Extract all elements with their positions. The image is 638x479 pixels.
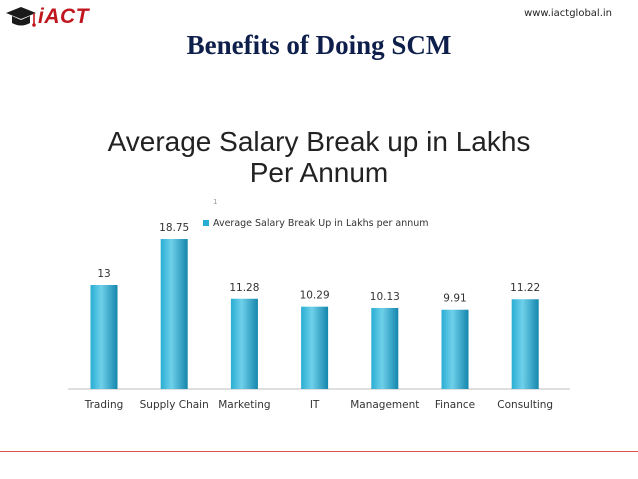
salary-bar-chart: 1 Average Salary Break Up in Lakhs per an… — [68, 198, 570, 411]
bar-value-label: 10.29 — [300, 290, 330, 302]
bar-value-label: 9.91 — [443, 293, 466, 305]
bar — [511, 299, 539, 389]
bar-value-label: 10.13 — [370, 291, 400, 303]
x-tick-label: Management — [350, 399, 419, 411]
slide-subtitle: Average Salary Break up in Lakhs Per Ann… — [0, 126, 638, 188]
subtitle-line-1: Average Salary Break up in Lakhs — [107, 126, 531, 157]
stray-label: 1 — [213, 198, 217, 206]
iact-logo: iACT — [0, 2, 100, 32]
bar — [371, 307, 399, 389]
x-tick-label: Marketing — [218, 399, 270, 411]
x-tick-label: Consulting — [497, 399, 553, 411]
slide-title: Benefits of Doing SCM — [186, 30, 452, 60]
logo-text: iACT — [38, 5, 89, 28]
bar-value-label: 11.22 — [510, 282, 540, 294]
website-url: www.iactglobal.in — [524, 8, 612, 19]
bar-value-label: 13 — [97, 268, 110, 280]
bar — [160, 239, 188, 389]
footer-divider — [0, 451, 638, 452]
bar — [230, 298, 258, 389]
bar — [441, 309, 469, 389]
x-tick-label: Supply Chain — [140, 399, 209, 411]
bar — [90, 285, 118, 389]
bar-value-label: 11.28 — [229, 282, 259, 294]
x-tick-label: Finance — [435, 399, 475, 411]
subtitle-line-2: Per Annum — [249, 157, 389, 188]
bar — [301, 306, 329, 389]
x-tick-label: Trading — [84, 399, 124, 411]
bar-value-label: 18.75 — [159, 222, 189, 234]
legend-label: Average Salary Break Up in Lakhs per ann… — [213, 218, 429, 229]
graduation-cap-icon — [6, 7, 36, 27]
x-tick-label: IT — [310, 399, 320, 411]
legend-swatch — [203, 220, 209, 226]
